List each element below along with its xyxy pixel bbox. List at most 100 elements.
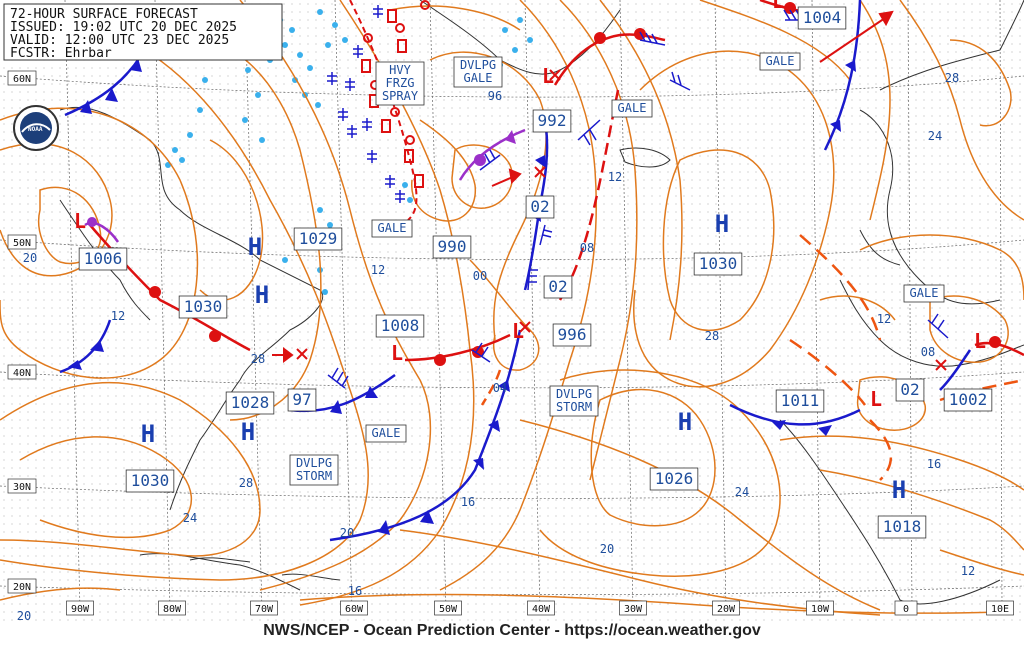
forecast-header: 72-HOUR SURFACE FORECAST ISSUED: 19:02 U… <box>3 3 283 61</box>
lon-label-text: 70W <box>255 604 274 615</box>
trough-1 <box>799 234 882 341</box>
cold-front-2 <box>59 319 112 374</box>
svg-text:NOAA: NOAA <box>28 126 43 133</box>
high-center: H 1026 <box>649 408 699 491</box>
pressure-value-text: 02 <box>530 197 549 216</box>
high-pressure-text: 1026 <box>655 469 694 488</box>
high-center: H 1018 <box>877 476 927 539</box>
longitude-labels: 90W 80W 70W 60W 50W 40W 30W 20W 10W 0 10E <box>66 600 1014 616</box>
cold-front-6 <box>729 403 861 426</box>
low-pressure-text: 1004 <box>803 8 842 27</box>
pressure-value: 02 <box>543 275 573 299</box>
lat-label-text: 60N <box>13 74 31 85</box>
isobar-label: 16 <box>927 457 941 471</box>
high-pressure: 1028 <box>225 391 275 415</box>
lon-label: 40W <box>527 600 555 616</box>
low-pressure-text: 1008 <box>381 316 420 335</box>
low-pressure-text: 992 <box>538 111 567 130</box>
isobar-label: 20 <box>340 526 354 540</box>
high-pressure-text: 1030 <box>184 297 223 316</box>
high-symbol: H <box>141 420 155 448</box>
lon-label: 90W <box>66 600 94 616</box>
lon-label: 20W <box>712 600 740 616</box>
high-pressure-text: 1018 <box>883 517 922 536</box>
lon-label-text: 20W <box>717 604 736 615</box>
high-pressure-centers: H 1029 H 1030 H 1030 H 1030 H 1028 H 1026 H 1018 <box>125 210 927 539</box>
pressure-value: 02 <box>525 195 555 219</box>
isobar-label: 16 <box>348 584 362 598</box>
lon-label-text: 40W <box>532 604 551 615</box>
isobar-label: 96 <box>488 89 502 103</box>
trough-5 <box>480 369 502 406</box>
lon-label: 10E <box>986 600 1014 616</box>
cuba <box>189 557 251 563</box>
high-pressure: 1029 <box>293 227 343 251</box>
high-symbol: H <box>715 210 729 238</box>
warning-labels: HVYFRZGSPRAYDVLPGGALEGALEGALEGALEGALEDVL… <box>289 52 945 486</box>
hudson-bay-coast <box>59 199 151 321</box>
british-isles <box>859 229 901 266</box>
low-pressure: 992 <box>532 109 572 133</box>
low-pressure: 1008 <box>375 314 425 338</box>
lon-label-text: 90W <box>71 604 90 615</box>
low-pressure: 1002 <box>943 388 993 412</box>
warning-box: GALE <box>371 219 413 238</box>
low-center: L 1004 <box>772 0 847 30</box>
trough-3 <box>869 419 892 481</box>
high-center: H 1028 <box>225 391 275 446</box>
lon-label-text: 50W <box>439 604 458 615</box>
isobar-label: 12 <box>877 312 891 326</box>
lon-label: 30W <box>619 600 647 616</box>
lat-label: 60N <box>7 70 37 86</box>
high-center: H 1030 <box>693 210 743 276</box>
high-pressure-text: 1030 <box>699 254 738 273</box>
low-pressure: 1006 <box>78 247 128 271</box>
isobar-label: 12 <box>961 564 975 578</box>
warning-text: SPRAY <box>382 89 419 103</box>
high-pressure: 1030 <box>125 469 175 493</box>
lat-label-text: 50N <box>13 238 31 249</box>
isobar-label: 20 <box>600 542 614 556</box>
warning-text: STORM <box>296 469 332 483</box>
high-center: H 1029 <box>248 227 343 261</box>
pressure-value: 97 <box>287 388 317 412</box>
low-pressure-text: 1002 <box>949 390 988 409</box>
high-pressure: 1026 <box>649 467 699 491</box>
isobar-label: 12 <box>111 309 125 323</box>
isobar-label: 12 <box>371 263 385 277</box>
cold-front-8 <box>939 349 972 391</box>
low-center: L 996 <box>512 319 592 347</box>
low-symbol: L <box>870 387 882 411</box>
warning-text: GALE <box>378 221 407 235</box>
low-pressure-centers: L 1006 L 1008 L 992 L 996 L 1011 L 1002 L 1004 <box>74 0 993 413</box>
high-center: H 1030 <box>125 420 175 493</box>
isobar-label: 08 <box>580 241 594 255</box>
ocean-dot-grid <box>0 0 1024 622</box>
north-america-coast <box>59 106 324 511</box>
high-pressure-text: 1028 <box>231 393 270 412</box>
high-symbol: H <box>241 418 255 446</box>
lon-label-text: 10E <box>991 604 1009 615</box>
warning-text: GALE <box>766 54 795 68</box>
wind-barbs <box>327 9 949 389</box>
isobar-label: 28 <box>705 329 719 343</box>
lon-label-text: 80W <box>163 604 182 615</box>
high-symbol: H <box>892 476 906 504</box>
isobar-label: 04 <box>493 381 507 395</box>
warning-text: FRZG <box>386 76 415 90</box>
low-symbol: L <box>772 0 784 13</box>
warning-text: DVLPG <box>296 456 332 470</box>
isobar-label: 24 <box>183 511 197 525</box>
low-center: L 992 <box>532 64 572 133</box>
isobar-label: 20 <box>23 251 37 265</box>
pressure-value-text: 02 <box>548 277 567 296</box>
header-issued: ISSUED: 19:02 UTC 20 DEC 2025 <box>10 20 237 35</box>
lat-label: 50N <box>7 234 37 250</box>
low-center: L 1002 <box>943 329 993 412</box>
occluded-front-1 <box>458 128 526 181</box>
isobar-label: 20 <box>17 609 31 623</box>
lon-label-text: 30W <box>624 604 643 615</box>
lat-label-text: 40N <box>13 368 31 379</box>
